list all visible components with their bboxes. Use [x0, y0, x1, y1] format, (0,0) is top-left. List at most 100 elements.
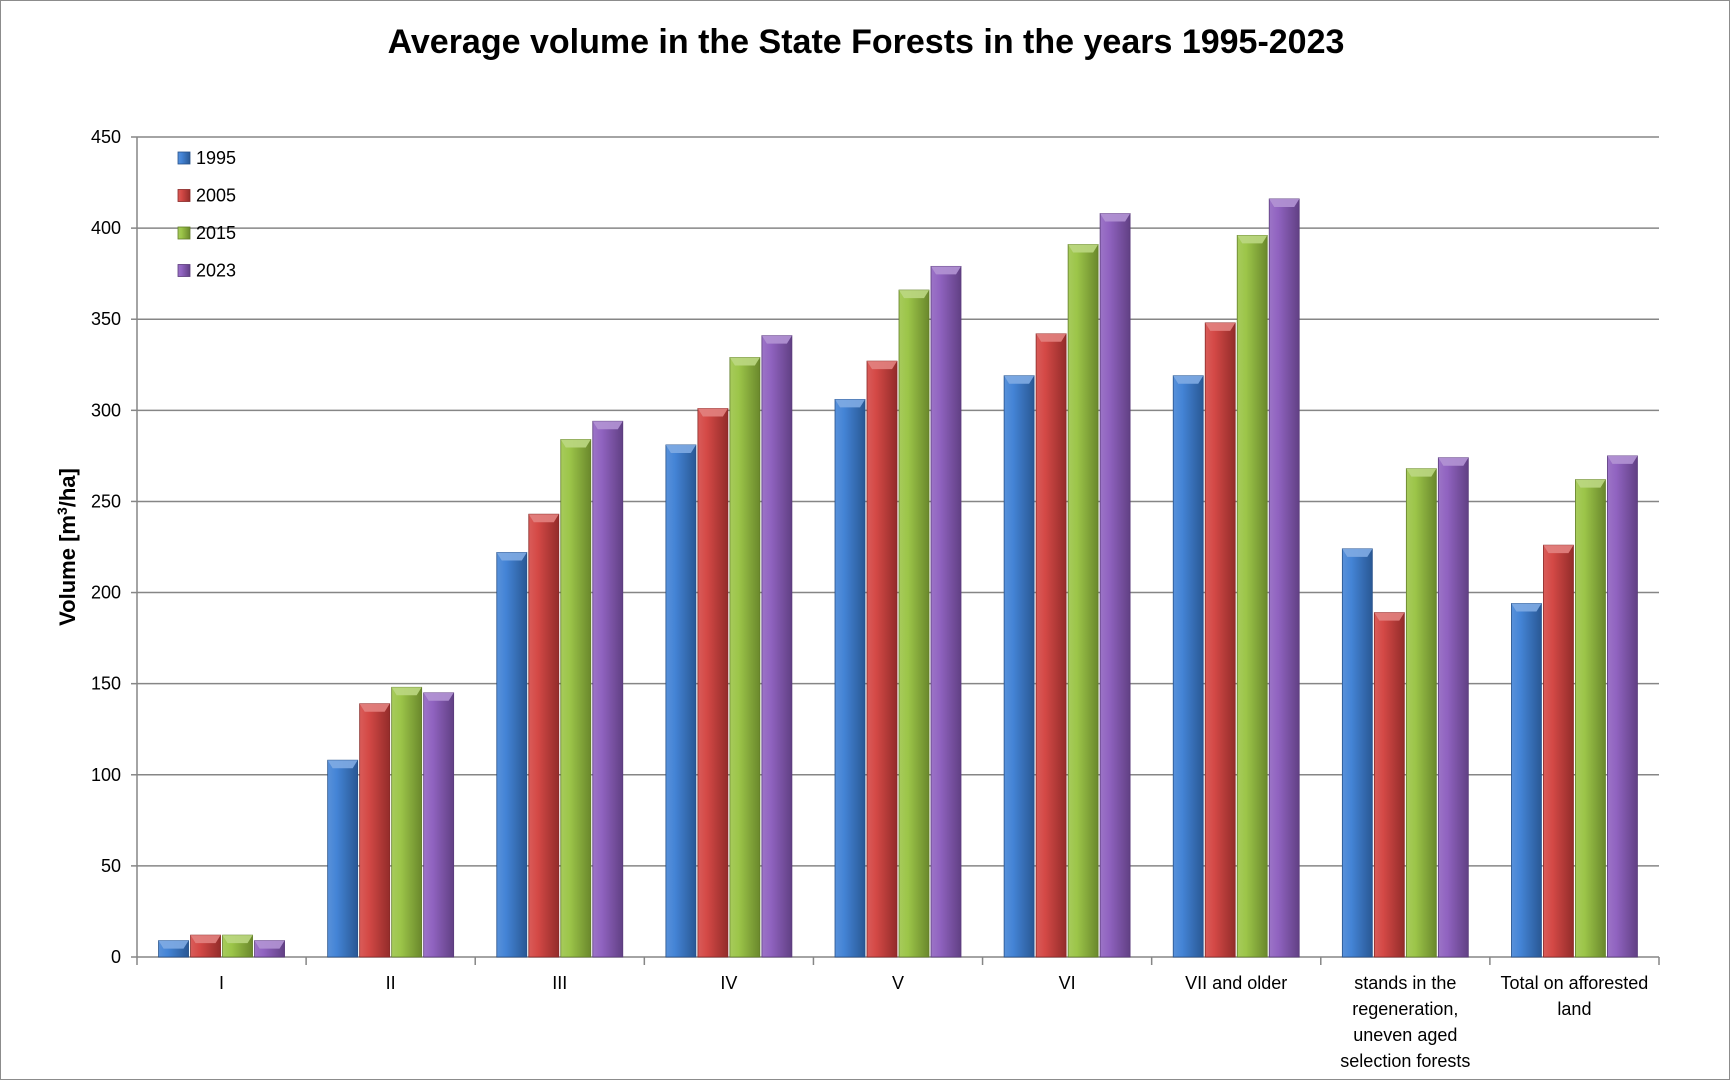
bar-2015-7: [1405, 468, 1437, 958]
x-category-label: land: [1557, 999, 1591, 1019]
x-category-label: II: [386, 973, 396, 993]
x-category-label: VII and older: [1185, 973, 1287, 993]
bar-1995-5: [1003, 375, 1035, 958]
bar-2005-1: [359, 703, 391, 958]
bar-cap-2015-3: [729, 357, 760, 366]
bar-cap-1995-0: [158, 940, 189, 949]
bar-cap-1995-7: [1342, 548, 1373, 557]
bar-2015-5: [1067, 244, 1099, 958]
bar-cap-2015-0: [222, 935, 253, 944]
legend-label-2023: 2023: [196, 261, 236, 281]
bar-cap-1995-1: [327, 760, 358, 769]
bar-cap-1995-6: [1173, 375, 1204, 384]
bar-2023-6: [1268, 198, 1300, 958]
x-category-label: I: [219, 973, 224, 993]
bar-cap-2005-4: [867, 361, 897, 370]
x-category-labels: I II III IV V VI VII and older stands in thereg…: [219, 973, 1648, 1071]
bar-2023-4: [930, 265, 962, 958]
bar-cap-2023-8: [1607, 455, 1638, 464]
y-axis-label: Volume [m3/ha]: [54, 468, 80, 626]
legend-label-2005: 2005: [196, 186, 236, 206]
bar-2005-3: [697, 408, 729, 958]
bar-cap-2015-8: [1575, 479, 1606, 488]
bar-2023-8: [1607, 455, 1638, 958]
bar-cap-2005-7: [1374, 612, 1405, 621]
bar-cap-2023-2: [592, 421, 623, 430]
legend-swatch-2023: [177, 264, 191, 277]
bar-2005-5: [1035, 333, 1067, 958]
y-tick-label: 200: [91, 583, 121, 603]
y-tick-label: 100: [91, 765, 121, 785]
bar-cap-2023-6: [1269, 198, 1300, 207]
y-tick-label: 150: [91, 674, 121, 694]
bar-1995-6: [1172, 375, 1204, 958]
bar-2015-2: [560, 439, 592, 958]
bar-cap-2005-1: [359, 703, 390, 712]
y-axis-label-tail: /ha]: [55, 468, 80, 507]
bar-2015-3: [729, 357, 761, 958]
gridlines: [137, 136, 1659, 867]
bar-2005-8: [1543, 544, 1574, 958]
bar-cap-2005-8: [1543, 545, 1574, 554]
bar-1995-8: [1511, 603, 1542, 958]
bar-2015-1: [391, 686, 423, 958]
bar-cap-1995-4: [835, 399, 865, 408]
bar-2023-3: [761, 335, 793, 958]
bar-2015-4: [898, 289, 930, 958]
bar-cap-1995-2: [496, 552, 527, 561]
bar-cap-2015-6: [1237, 235, 1268, 244]
x-category-label: VI: [1059, 973, 1076, 993]
bar-2005-6: [1204, 322, 1236, 958]
bar-cap-2023-3: [761, 335, 792, 344]
bar-2005-4: [866, 360, 898, 958]
legend-swatch-2015: [177, 226, 191, 240]
x-category-label: IV: [720, 973, 737, 993]
y-tick-labels: 0 50 100 150 200 250 300 350 400 450: [91, 127, 121, 967]
bar-cap-2015-2: [560, 439, 591, 448]
x-category-label: uneven aged: [1353, 1025, 1457, 1045]
bar-cap-2005-3: [697, 408, 728, 417]
legend-swatch-2005: [177, 189, 191, 202]
y-tick-label: 350: [91, 309, 121, 329]
bar-cap-1995-3: [665, 444, 696, 453]
bar-cap-2015-5: [1068, 244, 1099, 253]
bar-cap-2005-0: [190, 935, 221, 944]
bar-2015-6: [1236, 234, 1268, 958]
bar-cap-2015-1: [391, 687, 422, 696]
y-tick-label: 50: [101, 856, 121, 876]
bars: [158, 198, 1638, 958]
bar-cap-2023-7: [1438, 457, 1469, 466]
y-tick-label: 450: [91, 127, 121, 147]
bar-1995-4: [834, 398, 866, 958]
bar-cap-1995-5: [1004, 375, 1035, 384]
x-category-label: regeneration,: [1352, 999, 1458, 1019]
bar-1995-2: [496, 552, 528, 958]
bar-2015-8: [1575, 479, 1606, 958]
y-axis-label-sup: 3: [54, 507, 70, 515]
bar-cap-2015-7: [1406, 468, 1437, 477]
bar-2023-2: [592, 420, 624, 958]
x-category-label: III: [552, 973, 567, 993]
bar-2023-5: [1099, 213, 1131, 958]
bar-1995-3: [665, 444, 697, 958]
bar-1995-7: [1341, 548, 1373, 958]
bar-cap-2023-4: [931, 266, 961, 275]
y-axis-label-main: Volume [m: [55, 515, 80, 626]
y-tick-label: 250: [91, 491, 121, 511]
bar-2023-1: [423, 692, 455, 958]
bar-cap-2005-6: [1205, 322, 1236, 331]
bar-1995-1: [327, 759, 359, 958]
legend-swatch-1995: [177, 151, 191, 165]
legend: 1995 2005 2015 2023: [177, 148, 236, 281]
bar-2005-7: [1373, 612, 1405, 958]
x-category-label: V: [892, 973, 904, 993]
axes: [131, 136, 1660, 965]
bar-2023-7: [1437, 457, 1469, 958]
bar-cap-2023-0: [254, 940, 285, 949]
y-tick-label: 400: [91, 218, 121, 238]
bar-cap-2005-5: [1036, 333, 1067, 342]
bar-cap-2023-5: [1100, 213, 1131, 222]
x-category-label: selection forests: [1340, 1051, 1470, 1071]
